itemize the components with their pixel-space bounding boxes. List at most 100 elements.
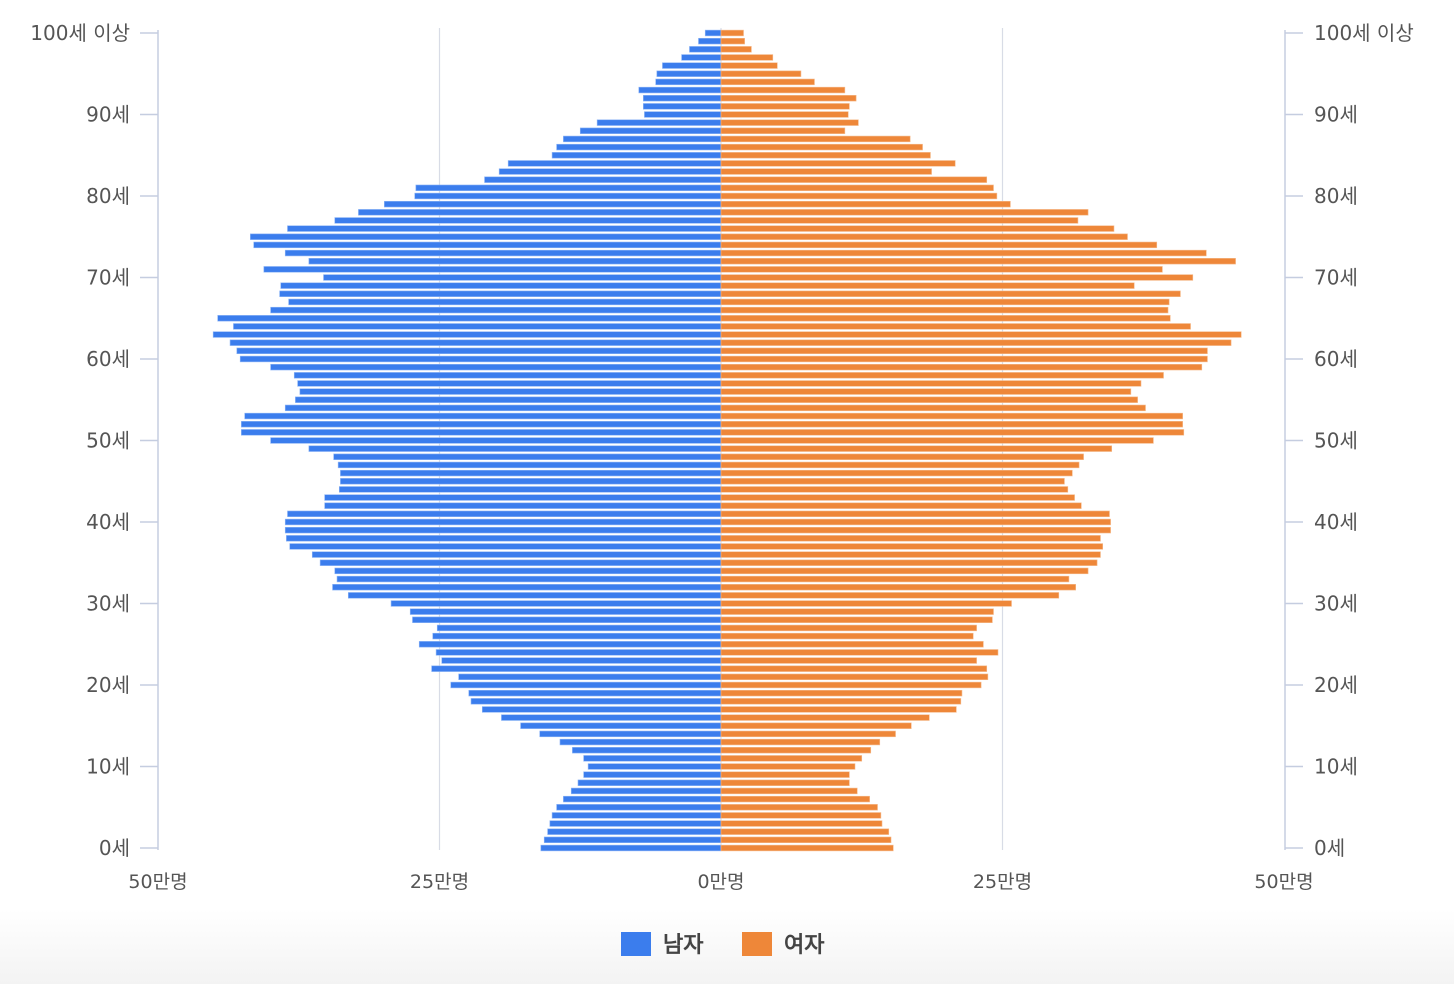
bar-male-age-61[interactable]	[236, 347, 722, 355]
bar-male-age-70[interactable]	[323, 274, 722, 281]
bar-male-age-54[interactable]	[284, 404, 722, 412]
bar-female-age-76[interactable]	[720, 225, 1115, 232]
bar-male-age-94[interactable]	[655, 78, 722, 86]
bar-male-age-20[interactable]	[450, 681, 722, 689]
bar-female-age-39[interactable]	[720, 526, 1111, 534]
bar-female-age-60[interactable]	[720, 355, 1208, 363]
bar-female-age-89[interactable]	[720, 119, 859, 126]
bar-male-age-19[interactable]	[468, 689, 722, 697]
bar-male-age-3[interactable]	[549, 820, 722, 827]
bar-male-age-23[interactable]	[441, 657, 722, 664]
bar-male-age-48[interactable]	[333, 453, 722, 460]
bar-male-age-35[interactable]	[319, 559, 722, 566]
bar-male-age-15[interactable]	[520, 722, 722, 729]
bar-male-age-49[interactable]	[308, 445, 722, 452]
bar-male-age-31[interactable]	[347, 592, 722, 599]
bar-male-age-34[interactable]	[334, 567, 722, 575]
bar-female-age-70[interactable]	[720, 274, 1194, 281]
bar-male-age-45[interactable]	[340, 478, 722, 485]
bar-female-age-41[interactable]	[720, 510, 1110, 518]
bar-male-age-40[interactable]	[284, 518, 722, 526]
bar-male-age-55[interactable]	[295, 396, 722, 403]
bar-male-age-77[interactable]	[334, 217, 722, 224]
bar-male-age-62[interactable]	[229, 339, 722, 346]
bar-female-age-47[interactable]	[720, 461, 1080, 469]
bar-female-age-97[interactable]	[720, 54, 774, 61]
bar-male-age-57[interactable]	[297, 380, 722, 387]
bar-female-age-50[interactable]	[720, 437, 1154, 444]
bar-female-age-72[interactable]	[720, 258, 1236, 265]
bar-male-age-18[interactable]	[470, 698, 722, 705]
bar-female-age-59[interactable]	[720, 363, 1203, 371]
bar-female-age-32[interactable]	[720, 584, 1076, 591]
bar-female-age-78[interactable]	[720, 209, 1089, 216]
bar-male-age-33[interactable]	[336, 575, 722, 583]
bar-female-age-100[interactable]	[720, 29, 744, 37]
bar-male-age-92[interactable]	[643, 95, 722, 102]
bar-male-age-60[interactable]	[239, 355, 722, 363]
bar-female-age-94[interactable]	[720, 78, 815, 86]
bar-male-age-63[interactable]	[212, 331, 722, 338]
bar-female-age-81[interactable]	[720, 184, 994, 192]
bar-male-age-24[interactable]	[435, 649, 722, 656]
bar-female-age-90[interactable]	[720, 111, 849, 118]
bar-male-age-1[interactable]	[543, 836, 722, 844]
bar-female-age-51[interactable]	[720, 429, 1185, 436]
bar-male-age-29[interactable]	[409, 608, 722, 615]
bar-male-age-56[interactable]	[299, 388, 722, 395]
bar-male-age-30[interactable]	[390, 600, 722, 607]
bar-male-age-36[interactable]	[311, 551, 722, 558]
bar-female-age-85[interactable]	[720, 152, 931, 159]
bar-female-age-30[interactable]	[720, 600, 1012, 607]
bar-female-age-14[interactable]	[720, 730, 896, 738]
bar-female-age-4[interactable]	[720, 812, 882, 819]
bar-male-age-95[interactable]	[656, 70, 722, 77]
bar-female-age-36[interactable]	[720, 551, 1101, 558]
bar-female-age-86[interactable]	[720, 143, 923, 151]
bar-female-age-42[interactable]	[720, 502, 1082, 509]
bar-female-age-18[interactable]	[720, 698, 962, 705]
bar-female-age-5[interactable]	[720, 804, 878, 811]
bar-female-age-73[interactable]	[720, 249, 1207, 257]
bar-female-age-82[interactable]	[720, 176, 988, 183]
bar-female-age-24[interactable]	[720, 649, 999, 656]
bar-male-age-14[interactable]	[539, 730, 722, 738]
bar-female-age-37[interactable]	[720, 543, 1104, 550]
bar-female-age-99[interactable]	[720, 37, 745, 45]
bar-male-age-100[interactable]	[704, 29, 722, 37]
bar-female-age-69[interactable]	[720, 282, 1135, 289]
bar-male-age-59[interactable]	[270, 363, 722, 371]
bar-female-age-35[interactable]	[720, 559, 1098, 566]
bar-female-age-1[interactable]	[720, 836, 892, 844]
bar-female-age-49[interactable]	[720, 445, 1113, 452]
bar-female-age-71[interactable]	[720, 266, 1163, 273]
bar-female-age-77[interactable]	[720, 217, 1079, 224]
bar-female-age-91[interactable]	[720, 103, 850, 110]
bar-male-age-43[interactable]	[324, 494, 722, 501]
bar-female-age-29[interactable]	[720, 608, 994, 615]
bar-female-age-19[interactable]	[720, 689, 963, 697]
bar-female-age-46[interactable]	[720, 469, 1073, 477]
bar-male-age-32[interactable]	[332, 584, 722, 591]
bar-male-age-11[interactable]	[583, 755, 722, 762]
bar-male-age-72[interactable]	[308, 258, 722, 265]
bar-female-age-9[interactable]	[720, 771, 850, 778]
bar-male-age-69[interactable]	[280, 282, 722, 289]
bar-female-age-67[interactable]	[720, 298, 1170, 306]
bar-female-age-84[interactable]	[720, 160, 956, 167]
bar-female-age-80[interactable]	[720, 192, 998, 200]
bar-male-age-51[interactable]	[241, 429, 722, 436]
bar-female-age-20[interactable]	[720, 681, 982, 689]
bar-male-age-42[interactable]	[324, 502, 722, 509]
bar-male-age-97[interactable]	[681, 54, 722, 61]
legend-swatch-female[interactable]	[742, 932, 772, 956]
bar-female-age-10[interactable]	[720, 763, 856, 770]
bar-female-age-98[interactable]	[720, 46, 752, 53]
bar-female-age-23[interactable]	[720, 657, 977, 664]
legend-label-female[interactable]: 여자	[784, 933, 825, 958]
bar-female-age-3[interactable]	[720, 820, 883, 827]
bar-male-age-78[interactable]	[358, 209, 722, 216]
bar-female-age-53[interactable]	[720, 412, 1183, 420]
bar-female-age-15[interactable]	[720, 722, 912, 729]
bar-female-age-79[interactable]	[720, 200, 1011, 208]
